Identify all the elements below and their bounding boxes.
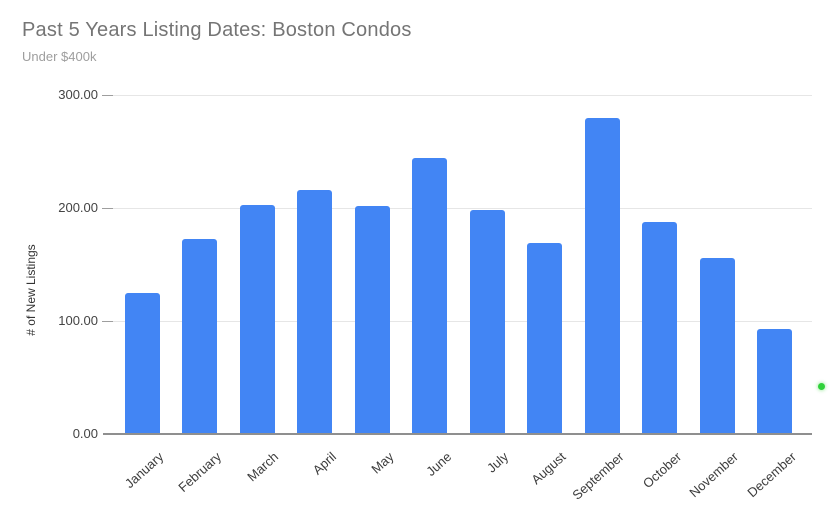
x-tick-label: May: [367, 449, 397, 477]
x-label-slot: June: [401, 434, 459, 509]
y-axis-tick-mark: [102, 207, 113, 209]
green-dot: [818, 383, 825, 390]
x-label-slot: October: [631, 434, 689, 509]
bar-slot: [516, 95, 574, 434]
x-label-slot: November: [686, 434, 747, 509]
plot-area: [105, 95, 812, 434]
x-label-slot: July: [459, 434, 517, 509]
x-tick-label: April: [309, 449, 339, 478]
bar-slot: [689, 95, 747, 434]
x-tick-label: November: [686, 449, 742, 501]
x-tick-label: July: [484, 449, 512, 476]
chart-title: Past 5 Years Listing Dates: Boston Condo…: [22, 19, 412, 41]
bar-march[interactable]: [239, 204, 275, 434]
x-label-slot: March: [229, 434, 287, 509]
bar-october[interactable]: [642, 221, 678, 434]
y-tick-label: 300.00: [58, 87, 98, 102]
x-tick-label: December: [744, 449, 799, 501]
bar-slot: [344, 95, 402, 434]
x-label-slot: September: [569, 434, 632, 509]
chart-subtitle: Under $400k: [22, 49, 97, 64]
x-axis-tick-labels: January February March April May June July Augu…: [105, 434, 812, 509]
y-tick-label: 200.00: [58, 200, 98, 215]
bar-april[interactable]: [297, 189, 333, 434]
x-tick-label: August: [528, 449, 569, 488]
x-tick-label: June: [422, 449, 454, 480]
x-tick-label: February: [175, 449, 224, 495]
bar-slot: [459, 95, 517, 434]
x-label-slot: February: [171, 434, 229, 509]
bar-june[interactable]: [412, 158, 448, 434]
x-tick-label: September: [568, 449, 627, 503]
bar-november[interactable]: [699, 257, 735, 434]
bar-july[interactable]: [469, 210, 505, 434]
gridline: [103, 94, 812, 96]
x-label-slot: August: [516, 434, 574, 509]
bar-slot: [631, 95, 689, 434]
bar-slot: [114, 95, 172, 434]
bar-august[interactable]: [527, 243, 563, 434]
y-tick-label: 100.00: [58, 313, 98, 328]
bar-slot: [574, 95, 632, 434]
bar-september[interactable]: [584, 117, 620, 434]
bar-slot: [229, 95, 287, 434]
bar-february[interactable]: [182, 238, 218, 434]
x-tick-label: January: [121, 449, 167, 492]
x-tick-label: October: [639, 449, 684, 492]
bar-december[interactable]: [757, 328, 793, 434]
y-axis-tick-mark: [102, 320, 113, 322]
x-label-slot: January: [114, 434, 172, 509]
bar-slot: [401, 95, 459, 434]
bar-may[interactable]: [354, 205, 390, 434]
x-axis-line: [103, 433, 812, 435]
x-tick-label: March: [244, 449, 282, 485]
bar-slot: [286, 95, 344, 434]
gridline: [103, 207, 812, 209]
x-label-slot: April: [286, 434, 344, 509]
bar-slot: [746, 95, 804, 434]
bar-slot: [171, 95, 229, 434]
bar-january[interactable]: [124, 292, 160, 434]
x-label-slot: May: [344, 434, 402, 509]
x-label-slot: December: [744, 434, 804, 509]
y-axis-tick-mark: [102, 94, 113, 96]
gridline: [103, 320, 812, 322]
y-tick-label: 0.00: [72, 426, 98, 441]
